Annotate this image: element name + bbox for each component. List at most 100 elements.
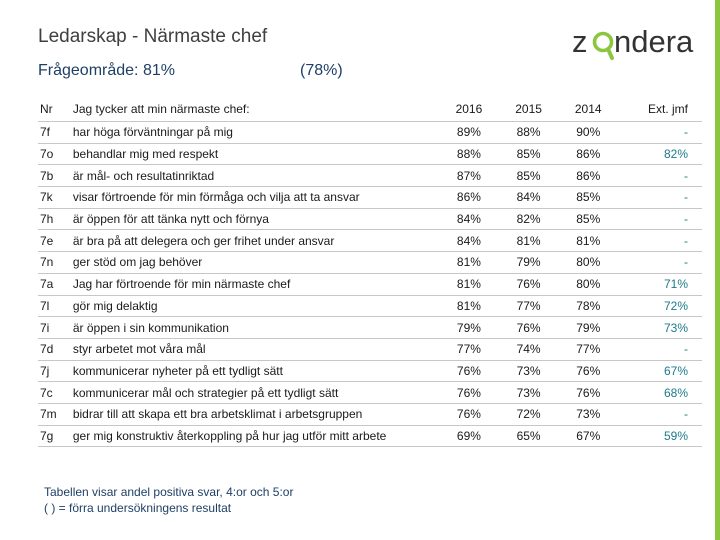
table-row: 7o behandlar mig med respekt 88% 85% 86% 82%	[38, 143, 702, 166]
table-row: 7c kommunicerar mål och strategier på ett…	[38, 381, 702, 404]
cell-2014: 77%	[558, 338, 619, 361]
cell-2015: 73%	[498, 360, 559, 383]
cell-2016: 77%	[439, 338, 499, 361]
cell-question: är öppen för att tänka nytt och förnya	[72, 208, 440, 231]
header-2016: 2016	[439, 97, 499, 122]
cell-ext: -	[618, 121, 702, 144]
footnote: Tabellen visar andel positiva svar, 4:or…	[44, 484, 293, 516]
cell-2016: 86%	[439, 186, 499, 209]
area-score-previous: (78%)	[300, 62, 343, 79]
cell-question: kommunicerar nyheter på ett tydligt sätt	[72, 360, 440, 383]
table-row: 7b är mål- och resultatinriktad 87% 85% 86% -	[38, 164, 702, 188]
cell-nr: 7c	[38, 381, 73, 404]
table-row: 7f har höga förväntningar på mig 89% 88% 90%…	[38, 121, 702, 144]
cell-2016: 76%	[439, 360, 499, 383]
cell-question: visar förtroende för min förmåga och vil…	[72, 186, 440, 209]
table-row: 7n ger stöd om jag behöver 81% 79% 80% -	[38, 251, 702, 274]
cell-question: bidrar till att skapa ett bra arbetsklim…	[72, 403, 440, 426]
cell-2016: 76%	[439, 403, 499, 426]
cell-ext: -	[618, 403, 702, 426]
cell-2014: 86%	[558, 143, 619, 166]
cell-question: är öppen i sin kommunikation	[72, 316, 440, 339]
header-ext: Ext. jmf	[618, 97, 702, 122]
table-row: 7a Jag har förtroende för min närmaste ch…	[38, 273, 702, 296]
cell-2016: 81%	[439, 295, 499, 318]
cell-ext: 82%	[618, 143, 702, 166]
table-row: 7g ger mig konstruktiv återkoppling på hu…	[38, 425, 702, 448]
cell-ext: -	[618, 229, 702, 253]
accent-bar	[715, 0, 720, 540]
cell-ext: -	[618, 164, 702, 188]
table-header-row: Nr Jag tycker att min närmaste chef: 201…	[38, 97, 702, 122]
header-2015: 2015	[498, 97, 559, 122]
cell-2016: 69%	[439, 425, 499, 448]
cell-2016: 81%	[439, 273, 499, 296]
header-2014: 2014	[558, 97, 619, 122]
cell-ext: 59%	[618, 425, 702, 448]
table-row: 7j kommunicerar nyheter på ett tydligt sä…	[38, 360, 702, 383]
footnote-line-2: ( ) = förra undersökningens resultat	[44, 501, 232, 515]
zondera-logo: z ndera	[572, 24, 694, 60]
cell-2016: 84%	[439, 208, 499, 231]
page-title: Ledarskap - Närmaste chef	[38, 26, 268, 47]
cell-question: styr arbetet mot våra mål	[72, 338, 440, 361]
logo-text-ndera: ndera	[614, 24, 694, 59]
cell-nr: 7h	[38, 208, 73, 231]
cell-2015: 73%	[498, 381, 559, 404]
cell-question: är mål- och resultatinriktad	[72, 164, 440, 188]
cell-ext: 73%	[618, 316, 702, 339]
cell-2015: 65%	[498, 425, 559, 448]
cell-question: ger mig konstruktiv återkoppling på hur …	[72, 425, 440, 448]
cell-2014: 81%	[558, 229, 619, 253]
cell-ext: -	[618, 338, 702, 361]
cell-2015: 76%	[498, 316, 559, 339]
cell-2015: 88%	[498, 121, 559, 144]
cell-nr: 7f	[38, 121, 73, 144]
cell-2015: 77%	[498, 295, 559, 318]
magnifier-icon	[592, 31, 614, 53]
table-row: 7h är öppen för att tänka nytt och förnya…	[38, 208, 702, 231]
cell-nr: 7j	[38, 360, 73, 383]
cell-question: är bra på att delegera och ger frihet un…	[72, 229, 440, 253]
cell-2015: 85%	[498, 143, 559, 166]
cell-2014: 80%	[558, 273, 619, 296]
cell-nr: 7a	[38, 273, 73, 296]
cell-2015: 79%	[498, 251, 559, 274]
cell-ext: -	[618, 208, 702, 231]
cell-nr: 7l	[38, 295, 73, 318]
cell-2015: 74%	[498, 338, 559, 361]
cell-nr: 7n	[38, 251, 73, 274]
cell-2016: 79%	[439, 316, 499, 339]
cell-2014: 80%	[558, 251, 619, 274]
cell-2014: 67%	[558, 425, 619, 448]
table-row: 7k visar förtroende för min förmåga och v…	[38, 186, 702, 209]
logo-text-z: z	[572, 24, 588, 59]
cell-2014: 86%	[558, 164, 619, 188]
table-row: 7i är öppen i sin kommunikation 79% 76% 79% 7…	[38, 316, 702, 339]
cell-ext: 71%	[618, 273, 702, 296]
cell-2016: 81%	[439, 251, 499, 274]
cell-2015: 76%	[498, 273, 559, 296]
cell-2014: 73%	[558, 403, 619, 426]
table-row: 7e är bra på att delegera och ger frihet …	[38, 229, 702, 253]
cell-2016: 88%	[439, 143, 499, 166]
cell-nr: 7b	[38, 164, 73, 188]
cell-nr: 7i	[38, 316, 73, 339]
table-row: 7d styr arbetet mot våra mål 77% 74% 77% -	[38, 338, 702, 361]
cell-question: ger stöd om jag behöver	[72, 251, 440, 274]
table-row: 7l gör mig delaktig 81% 77% 78% 72%	[38, 295, 702, 318]
cell-2016: 76%	[439, 381, 499, 404]
cell-2015: 72%	[498, 403, 559, 426]
cell-ext: 72%	[618, 295, 702, 318]
cell-2015: 81%	[498, 229, 559, 253]
cell-2016: 87%	[439, 164, 499, 188]
cell-2014: 76%	[558, 360, 619, 383]
cell-2014: 78%	[558, 295, 619, 318]
cell-nr: 7m	[38, 403, 73, 426]
cell-ext: -	[618, 186, 702, 209]
cell-2016: 84%	[439, 229, 499, 253]
area-score: Frågeområde: 81%	[38, 62, 175, 79]
cell-2015: 84%	[498, 186, 559, 209]
cell-nr: 7k	[38, 186, 73, 209]
cell-2014: 85%	[558, 208, 619, 231]
